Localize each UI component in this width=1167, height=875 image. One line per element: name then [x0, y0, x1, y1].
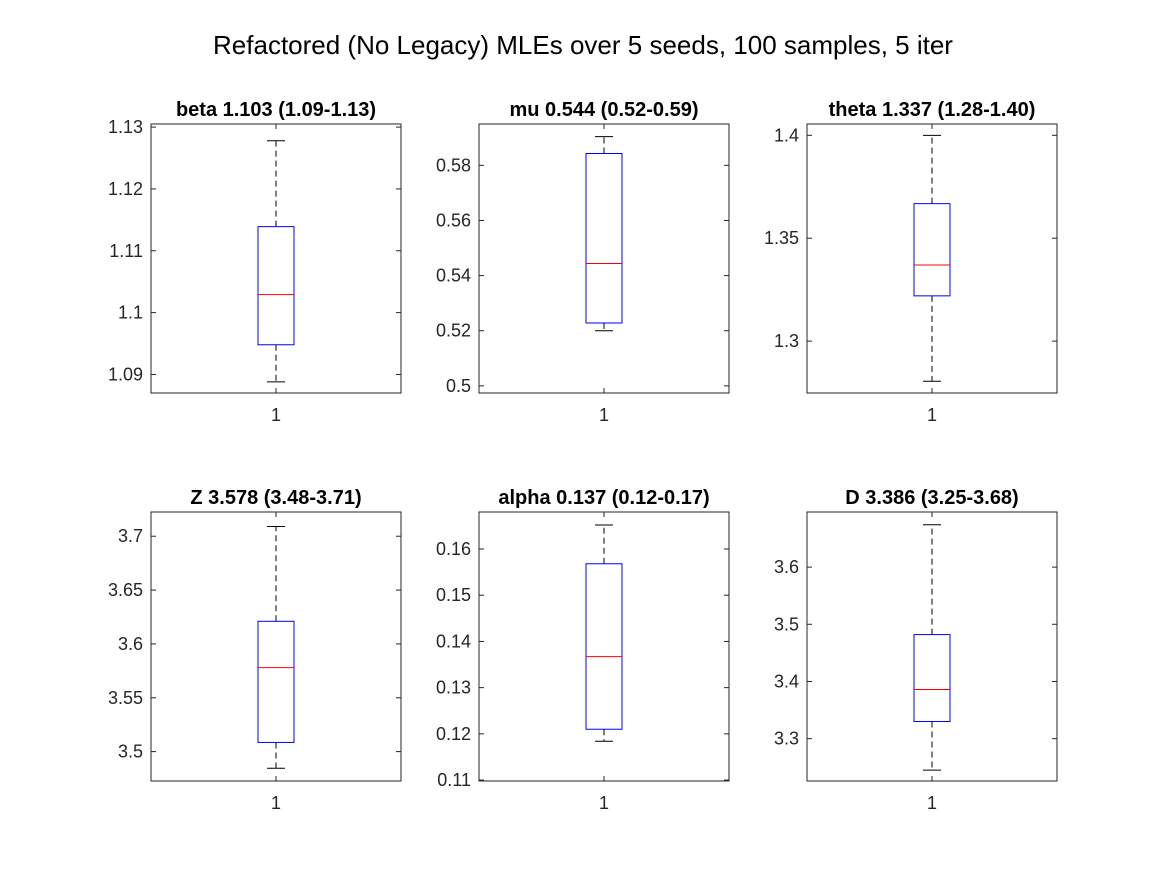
y-tick-label: 0.54	[436, 266, 471, 286]
x-tick-label: 1	[271, 405, 281, 425]
subplot-4: Z 3.578 (3.48-3.71) 3.5 3.55 3.6 3.65 3.7 1	[108, 487, 402, 813]
axes-frame	[150, 511, 402, 782]
subplot-2: mu 0.544 (0.52-0.59) 0.5 0.52 0.54 0.56 0.58 1	[436, 99, 730, 425]
box-iqr	[585, 563, 623, 730]
box-iqr	[913, 203, 951, 297]
y-tick-label: 3.5	[118, 742, 143, 762]
y-tick-label: 0.5	[446, 376, 471, 396]
y-tick-label: 0.15	[436, 585, 471, 605]
y-tick-label: 1.35	[764, 228, 799, 248]
subplot-grid: beta 1.103 (1.09-1.13) 1.09 1.1 1.11 1.12 1.1…	[108, 99, 1058, 813]
y-tick-label: 3.65	[108, 580, 143, 600]
y-tick-label: 0.13	[436, 678, 471, 698]
subplot-3: theta 1.337 (1.28-1.40) 1.3 1.35 1.4 1	[764, 99, 1058, 425]
y-tick-label: 1.09	[108, 364, 143, 384]
subplot-5: alpha 0.137 (0.12-0.17) 0.11 0.12 0.13 0.14 0…	[436, 487, 730, 813]
y-tick-label: 0.12	[436, 724, 471, 744]
box-iqr	[913, 634, 951, 722]
y-tick-label: 1.1	[118, 303, 143, 323]
x-tick-label: 1	[599, 793, 609, 813]
subplot-title: theta 1.337 (1.28-1.40)	[829, 99, 1036, 121]
box-iqr	[585, 152, 623, 324]
y-tick-label: 3.5	[774, 614, 799, 634]
y-tick-label: 0.58	[436, 155, 471, 175]
box-iqr	[257, 620, 295, 743]
subplot-title: alpha 0.137 (0.12-0.17)	[498, 487, 709, 509]
axes-frame	[478, 123, 730, 394]
subplot-1: beta 1.103 (1.09-1.13) 1.09 1.1 1.11 1.12 1.1…	[108, 99, 402, 425]
axes-frame	[478, 511, 730, 782]
axes-frame	[806, 123, 1058, 394]
y-tick-label: 1.12	[108, 179, 143, 199]
y-tick-label: 0.11	[437, 770, 471, 790]
y-tick-label: 1.13	[108, 117, 143, 137]
y-tick-label: 3.6	[118, 634, 143, 654]
y-tick-label: 3.6	[774, 557, 799, 577]
subplot-title: D 3.386 (3.25-3.68)	[845, 487, 1018, 509]
subplot-title: Z 3.578 (3.48-3.71)	[190, 487, 361, 509]
subplot-title: mu 0.544 (0.52-0.59)	[510, 99, 699, 121]
y-tick-label: 1.3	[774, 331, 799, 351]
box-iqr	[257, 226, 295, 346]
x-tick-label: 1	[271, 793, 281, 813]
y-tick-label: 3.55	[108, 688, 143, 708]
x-tick-label: 1	[599, 405, 609, 425]
y-tick-label: 1.4	[774, 125, 799, 145]
y-tick-label: 0.56	[436, 210, 471, 230]
x-tick-label: 1	[927, 405, 937, 425]
y-tick-label: 0.14	[436, 631, 471, 651]
figure-title: Refactored (No Legacy) MLEs over 5 seeds…	[213, 30, 953, 60]
y-tick-label: 3.4	[774, 671, 799, 691]
y-tick-label: 3.7	[118, 526, 143, 546]
x-tick-label: 1	[927, 793, 937, 813]
subplot-6: D 3.386 (3.25-3.68) 3.3 3.4 3.5 3.6 1	[774, 487, 1058, 813]
y-tick-label: 1.11	[109, 241, 143, 261]
y-tick-label: 3.3	[774, 729, 799, 749]
y-tick-label: 0.52	[436, 321, 471, 341]
subplot-title: beta 1.103 (1.09-1.13)	[176, 99, 376, 121]
y-tick-label: 0.16	[436, 539, 471, 559]
